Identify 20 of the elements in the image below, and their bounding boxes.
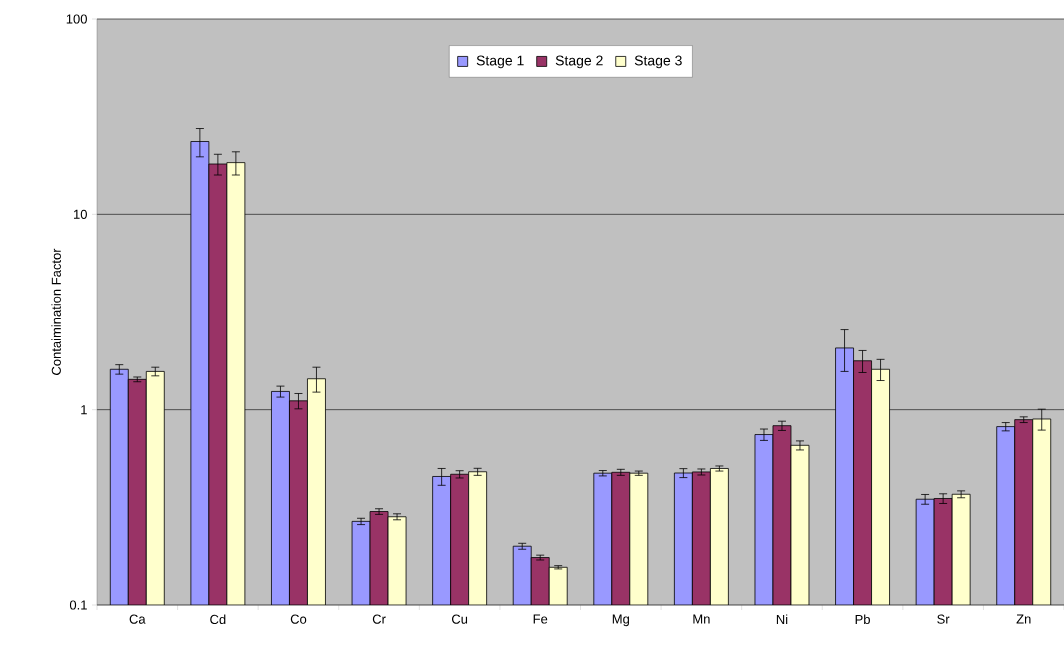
x-tick-label: Ca: [129, 614, 146, 624]
legend-label: Stage 3: [634, 55, 682, 69]
y-tick-label: 10: [73, 209, 87, 219]
x-tick-label: Pb: [855, 614, 870, 625]
y-axis-title: Contaimination Factor: [51, 248, 61, 375]
y-tick-label: 1: [81, 405, 87, 415]
x-tick-label: Cr: [372, 614, 386, 624]
y-tick-label: 100: [66, 14, 87, 24]
y-tick-label: 0.1: [69, 600, 87, 610]
x-tick-label: Sr: [937, 614, 950, 624]
x-tick-label: Mn: [693, 614, 710, 624]
legend-label: Stage 2: [555, 55, 603, 69]
x-tick-label: Cu: [451, 614, 468, 624]
x-tick-label: Zn: [1016, 614, 1031, 624]
x-tick-label: Cd: [210, 614, 226, 625]
x-tick-label: Mg: [612, 614, 629, 627]
x-tick-label: Ni: [776, 614, 788, 624]
x-tick-label: Fe: [533, 614, 548, 624]
legend-label: Stage 1: [476, 55, 524, 69]
x-tick-label: Co: [290, 614, 307, 624]
